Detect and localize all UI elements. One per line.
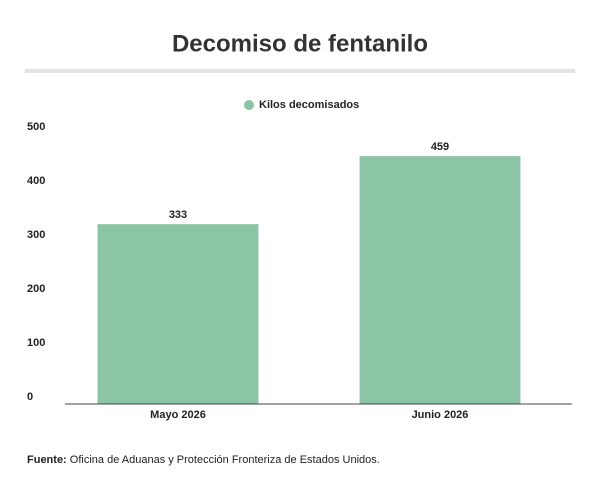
chart-title: Decomiso de fentanilo [172, 30, 428, 57]
bar [359, 156, 521, 404]
legend-swatch [244, 100, 254, 110]
source-label: Fuente: [27, 454, 67, 466]
y-tick-label: 0 [27, 391, 33, 403]
value-label: 333 [169, 209, 187, 221]
x-tick-label: Mayo 2026 [150, 409, 206, 421]
source-text: Oficina de Aduanas y Protección Fronteri… [70, 454, 380, 466]
bar [97, 224, 259, 404]
y-tick-label: 500 [27, 121, 45, 133]
value-label: 459 [431, 141, 449, 153]
y-tick-label: 100 [27, 337, 45, 349]
y-tick-label: 200 [27, 283, 45, 295]
y-tick-label: 400 [27, 175, 45, 187]
source-note: Fuente: Oficina de Aduanas y Protección … [27, 454, 380, 466]
x-tick-label: Junio 2026 [412, 409, 469, 421]
y-tick-label: 300 [27, 229, 45, 241]
legend-label: Kilos decomisados [259, 99, 359, 111]
title-rule [25, 69, 575, 73]
